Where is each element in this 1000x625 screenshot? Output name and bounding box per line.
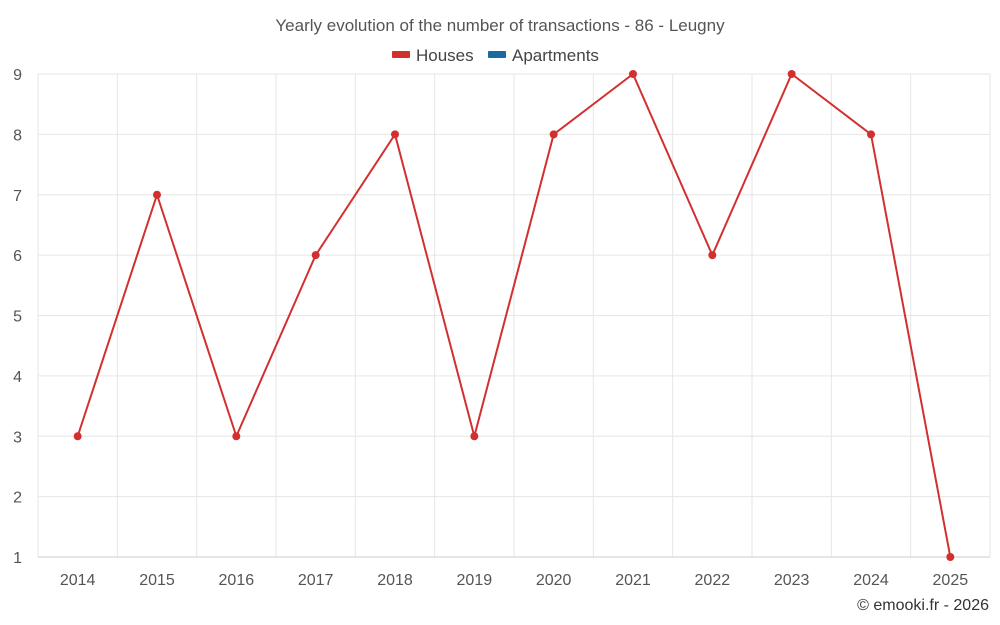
y-tick-label: 9 [13, 67, 22, 84]
credit-text: © emooki.fr - 2026 [857, 597, 989, 614]
x-tick-label: 2019 [457, 572, 493, 589]
legend: Houses Apartments [392, 46, 599, 65]
y-tick-label: 6 [13, 248, 22, 265]
x-tick-label: 2020 [536, 572, 572, 589]
data-point-houses[interactable] [311, 251, 320, 260]
data-point-houses[interactable] [232, 432, 241, 441]
legend-label-apartments: Apartments [512, 46, 599, 65]
x-tick-label: 2024 [853, 572, 889, 589]
data-point-houses[interactable] [549, 130, 558, 139]
x-tick-label: 2018 [377, 572, 413, 589]
x-tick-label: 2016 [219, 572, 255, 589]
y-tick-label: 2 [13, 490, 22, 507]
y-tick-label: 1 [13, 550, 22, 567]
data-point-houses[interactable] [946, 553, 955, 561]
y-tick-label: 4 [13, 369, 22, 386]
x-tick-label: 2014 [60, 572, 96, 589]
series-line-houses [76, 73, 952, 558]
data-point-houses[interactable] [153, 190, 161, 199]
x-tick-label: 2021 [615, 572, 651, 589]
legend-label-houses: Houses [416, 46, 474, 65]
y-tick-label: 7 [13, 188, 22, 205]
x-tick-label: 2015 [139, 572, 175, 589]
legend-item-apartments[interactable]: Apartments [488, 46, 599, 65]
chart-title: Yearly evolution of the number of transa… [275, 16, 725, 35]
grid [37, 73, 991, 558]
x-tick-label: 2017 [298, 572, 334, 589]
y-tick-label: 5 [13, 309, 22, 326]
data-point-houses[interactable] [629, 70, 637, 78]
series-houses [73, 70, 955, 561]
data-point-houses[interactable] [787, 70, 796, 78]
y-axis: 1 2 3 4 5 6 7 8 9 [13, 67, 22, 567]
x-tick-label: 2022 [695, 572, 731, 589]
legend-swatch-apartments [488, 51, 506, 58]
data-point-houses[interactable] [73, 432, 82, 441]
x-tick-label: 2025 [933, 572, 969, 589]
y-tick-label: 8 [13, 127, 22, 144]
data-point-houses[interactable] [867, 130, 875, 139]
x-tick-label: 2023 [774, 572, 810, 589]
data-point-houses[interactable] [708, 251, 717, 260]
y-tick-label: 3 [13, 429, 22, 446]
data-point-houses[interactable] [470, 432, 479, 441]
legend-swatch-houses [392, 51, 410, 58]
x-axis: 2014 2015 2016 2017 2018 2019 2020 2021 2022 2023… [60, 572, 968, 589]
data-point-houses[interactable] [391, 130, 399, 139]
legend-item-houses[interactable]: Houses [392, 46, 474, 65]
